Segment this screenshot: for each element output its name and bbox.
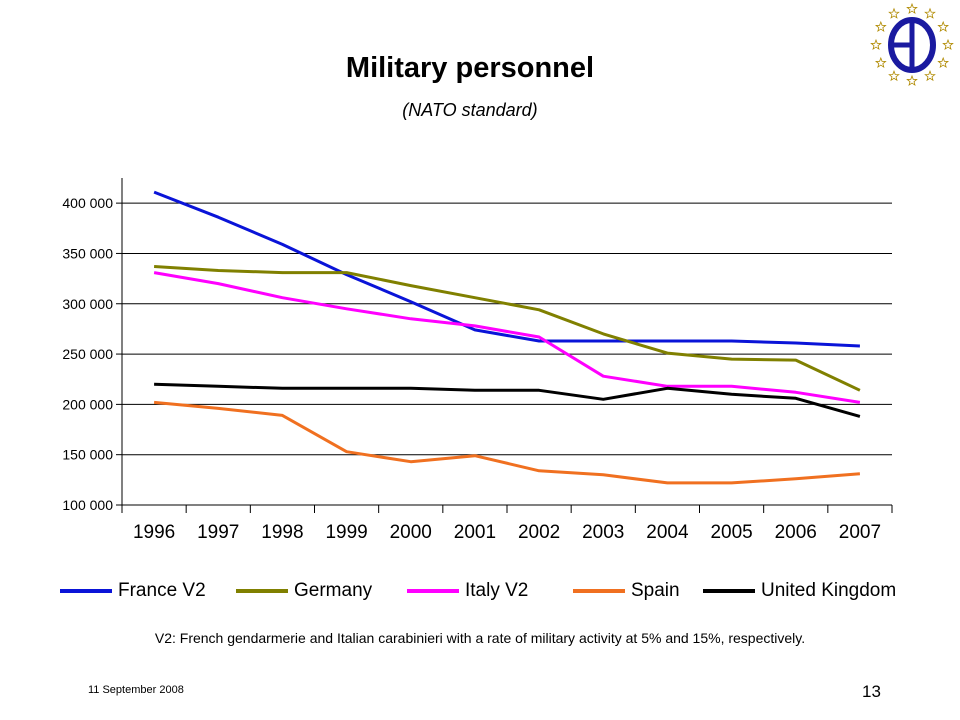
y-tick-label: 100 000: [62, 497, 113, 513]
star-icon: [924, 7, 936, 19]
page-number: 13: [862, 682, 881, 701]
legend-item: France V2: [60, 578, 206, 604]
x-tick-label: 1999: [325, 522, 367, 543]
star-icon: [937, 56, 950, 68]
x-tick-label: 2002: [518, 522, 560, 543]
x-tick-label: 1997: [197, 522, 239, 543]
x-tick-label: 1998: [261, 522, 303, 543]
y-tick-label: 300 000: [62, 296, 113, 312]
legend-label: Italy V2: [465, 580, 529, 601]
x-tick-label: 2004: [646, 522, 689, 543]
star-icon: [874, 56, 887, 68]
legend-item: United Kingdom: [703, 578, 896, 604]
x-tick-label: 2001: [454, 522, 496, 543]
star-icon: [874, 20, 887, 32]
star-icon: [870, 38, 882, 50]
series-line-spain: [153, 400, 861, 485]
star-icon: [906, 74, 918, 86]
series-line-germany: [154, 265, 861, 392]
legend-swatch: [60, 589, 112, 593]
legend-label: Germany: [294, 580, 373, 601]
chart-subtitle: (NATO standard): [402, 100, 538, 120]
legend-swatch: [703, 589, 755, 593]
x-tick-label: 2006: [775, 522, 817, 543]
x-tick-label: 1996: [133, 522, 175, 543]
series-line-united-kingdom: [154, 382, 861, 418]
star-icon: [888, 70, 900, 82]
series-line-france-v2: [153, 190, 860, 348]
chart-legend: France V2 Germany Italy V2 Spain United King…: [60, 578, 910, 604]
star-icon: [906, 2, 918, 14]
y-tick-label: 250 000: [62, 346, 113, 362]
legend-item: Germany: [236, 578, 372, 604]
series-line-italy-v2: [153, 271, 861, 404]
footnote: V2: French gendarmerie and Italian carab…: [154, 630, 806, 646]
legend-label: United Kingdom: [761, 580, 897, 601]
line-chart: 100 000 150 000 200 000 250 000 300 000 350 0…: [62, 178, 893, 543]
legend-swatch: [573, 589, 625, 593]
legend-item: Spain: [573, 578, 680, 604]
y-tick-label: 350 000: [62, 245, 113, 261]
x-tick-label: 2007: [839, 522, 881, 543]
legend-swatch: [236, 589, 288, 593]
legend-item: Italy V2: [407, 578, 528, 604]
eu-logo-icon: [870, 2, 954, 86]
legend-swatch: [407, 589, 459, 593]
x-tick-label: 2000: [390, 522, 432, 543]
y-tick-label: 200 000: [62, 396, 113, 412]
x-tick-label: 2003: [582, 522, 624, 543]
star-icon: [888, 7, 900, 19]
star-icon: [942, 38, 954, 50]
y-tick-label: 150 000: [62, 447, 113, 463]
star-icon: [924, 70, 936, 82]
legend-label: Spain: [631, 580, 680, 601]
legend-label: France V2: [118, 580, 206, 601]
star-icon: [937, 20, 950, 32]
x-tick-label: 2005: [710, 522, 752, 543]
y-tick-label: 400 000: [62, 195, 113, 211]
chart-title: Military personnel: [345, 52, 595, 84]
slide-date: 11 September 2008: [88, 684, 184, 696]
